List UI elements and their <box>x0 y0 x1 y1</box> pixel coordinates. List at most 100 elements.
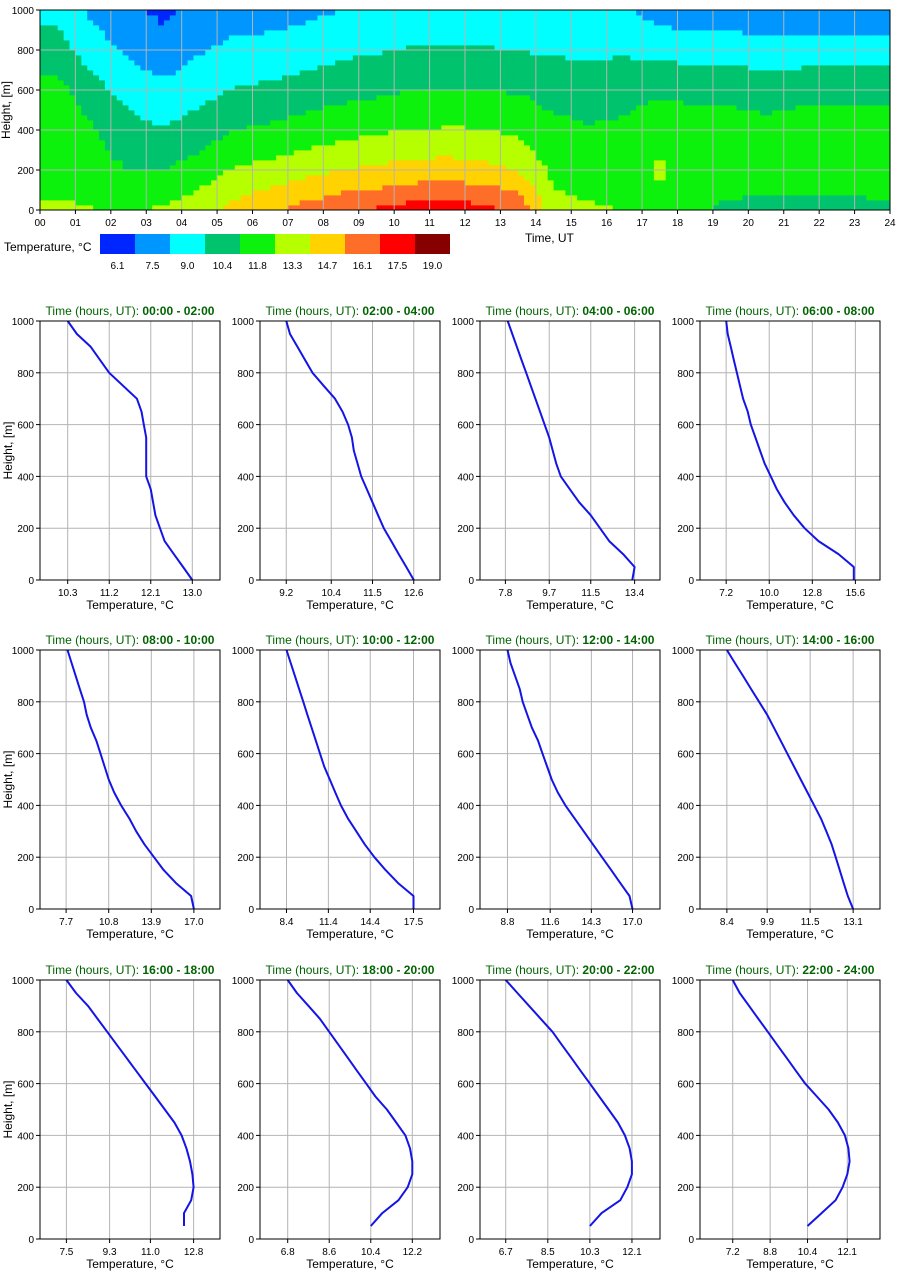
heatmap-cell <box>524 195 531 201</box>
heatmap-cell <box>394 180 401 186</box>
heatmap-cell <box>87 175 94 181</box>
heatmap-cell <box>376 10 383 16</box>
heatmap-cell <box>535 135 543 141</box>
heatmap-cell <box>400 15 407 21</box>
heatmap-cell <box>441 205 448 211</box>
heatmap-cell <box>677 80 684 86</box>
heatmap-cell <box>187 20 194 26</box>
heatmap-cell <box>642 50 649 56</box>
heatmap-cell <box>465 45 472 51</box>
heatmap-cell <box>405 160 413 166</box>
heatmap-cell <box>583 160 590 166</box>
heatmap-cell <box>459 145 466 151</box>
heatmap-cell <box>335 130 342 136</box>
heatmap-cell <box>506 80 513 86</box>
heatmap-cell <box>240 110 247 116</box>
heatmap-cell <box>606 135 613 141</box>
heatmap-cell <box>99 165 106 171</box>
heatmap-cell <box>400 60 407 66</box>
heatmap-cell <box>169 70 177 76</box>
heatmap-cell <box>771 75 779 81</box>
heatmap-cell <box>594 45 602 51</box>
heatmap-cell <box>311 40 318 46</box>
heatmap-cell <box>364 120 371 126</box>
heatmap-cell <box>276 20 283 26</box>
heatmap-cell <box>677 50 684 56</box>
heatmap-cell <box>600 175 608 181</box>
heatmap-cell <box>146 90 153 96</box>
heatmap-cell <box>677 135 684 141</box>
heatmap-cell <box>423 150 430 156</box>
heatmap-cell <box>760 70 767 76</box>
heatmap-cell <box>75 180 82 186</box>
heatmap-cell <box>476 185 484 191</box>
heatmap-cell <box>618 75 625 81</box>
heatmap-cell <box>110 20 118 26</box>
heatmap-cell <box>653 145 661 151</box>
heatmap-cell <box>553 85 560 91</box>
heatmap-cell <box>305 190 312 196</box>
heatmap-cell <box>535 190 543 196</box>
heatmap-cell <box>701 15 708 21</box>
heatmap-cell <box>311 135 318 141</box>
heatmap-cell <box>712 100 720 106</box>
heatmap-cell <box>370 140 377 146</box>
heatmap-cell <box>665 100 672 106</box>
heatmap-cell <box>81 60 88 66</box>
heatmap-cell <box>677 150 684 156</box>
heatmap-cell <box>435 170 442 176</box>
heatmap-cell <box>541 60 549 66</box>
heatmap-cell <box>636 185 643 191</box>
heatmap-cell <box>665 200 672 206</box>
heatmap-cell <box>175 60 183 66</box>
heatmap-cell <box>583 80 590 86</box>
heatmap-cell <box>701 25 708 31</box>
heatmap-cell <box>683 175 690 181</box>
heatmap-cell <box>482 20 490 26</box>
heatmap-cell <box>577 150 584 156</box>
heatmap-cell <box>258 125 265 131</box>
heatmap-cell <box>423 45 430 51</box>
heatmap-cell <box>742 70 749 76</box>
heatmap-cell <box>217 65 224 71</box>
heatmap-cell <box>518 10 525 16</box>
heatmap-cell <box>724 40 732 46</box>
heatmap-cell <box>760 180 767 186</box>
heatmap-cell <box>718 75 726 81</box>
heatmap-cell <box>270 45 277 51</box>
heatmap-cell <box>335 80 342 86</box>
heatmap-cell <box>465 105 472 111</box>
heatmap-cell <box>482 65 490 71</box>
heatmap-cell <box>665 20 672 26</box>
heatmap-cell <box>158 60 165 66</box>
heatmap-cell <box>388 145 395 151</box>
heatmap-cell <box>110 105 118 111</box>
heatmap-cell <box>57 20 65 26</box>
heatmap-cell <box>193 110 200 116</box>
heatmap-cell <box>51 45 59 51</box>
heatmap-cell <box>140 85 147 91</box>
heatmap-cell <box>364 55 371 61</box>
heatmap-cell <box>506 120 513 126</box>
heatmap-cell <box>588 25 596 31</box>
heatmap-cell <box>193 195 200 201</box>
heatmap-cell <box>571 175 578 181</box>
heatmap-cell <box>636 150 643 156</box>
heatmap-cell <box>222 10 230 16</box>
heatmap-cell <box>134 165 141 171</box>
heatmap-cell <box>394 100 401 106</box>
heatmap-cell <box>163 60 171 66</box>
heatmap-cell <box>346 175 354 181</box>
heatmap-cell <box>311 90 318 96</box>
heatmap-cell <box>541 130 549 136</box>
heatmap-cell <box>57 180 65 186</box>
heatmap-cell <box>665 180 672 186</box>
heatmap-cell <box>329 95 336 101</box>
heatmap-cell <box>51 195 59 201</box>
heatmap-cell <box>583 150 590 156</box>
heatmap-cell <box>707 155 714 161</box>
heatmap-cell <box>400 65 407 71</box>
heatmap-cell <box>429 155 436 161</box>
heatmap-cell <box>217 175 224 181</box>
heatmap-cell <box>222 25 230 31</box>
